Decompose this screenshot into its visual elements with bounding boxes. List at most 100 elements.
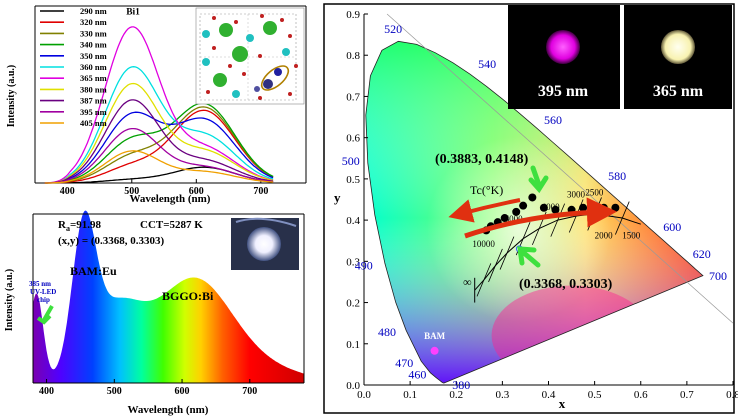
- bam-peak-label: BAM:Eu: [70, 264, 117, 278]
- atom: [288, 92, 292, 96]
- legend-label: 405 nm: [80, 118, 107, 128]
- x-tick-label: 500: [124, 186, 139, 197]
- y-tick-label: 0.5: [346, 174, 360, 186]
- cct-label: 1500: [622, 231, 641, 241]
- x-tick-label: 0.3: [496, 389, 510, 401]
- cie-locus-outline: [365, 40, 704, 384]
- emission-curve-365nm: [44, 26, 274, 184]
- y-tick-label: 0.2: [346, 298, 360, 310]
- atom: [206, 90, 210, 94]
- photo-395nm: 395 nm: [508, 5, 620, 109]
- y-tick-label: 0.1: [346, 339, 360, 351]
- x-tick-label: 0.4: [542, 389, 556, 401]
- panel-b-y-label: Intensity (a.u.): [4, 269, 15, 332]
- cct-label: 3000: [567, 189, 586, 199]
- wavelength-label: 520: [384, 22, 402, 36]
- wavelength-label: 600: [663, 220, 681, 234]
- y-tick-label: 0.6: [346, 133, 360, 145]
- annotation-coordinates-2: (0.3368, 0.3303): [519, 277, 613, 292]
- panel-b-x-label: Wavelength (nm): [128, 404, 209, 416]
- isotherm-line: [488, 248, 503, 283]
- wavelength-label: 700: [709, 269, 727, 283]
- wavelength-label: 560: [544, 113, 562, 127]
- cie-ticks: 0.0 0.1 0.2 0.3 0.4 0.5 0.6 0.7 0.8 0.0 0.1 0.2 0.3 0…: [346, 9, 738, 401]
- red-arrow-left: [448, 198, 521, 223]
- x-tick-label: 0.5: [588, 389, 602, 401]
- legend-label: 380 nm: [80, 84, 107, 94]
- panel-a-x-label: Wavelength (nm): [130, 193, 211, 205]
- cct-label: ∞: [463, 275, 472, 289]
- emission-curve-340nm: [44, 102, 274, 184]
- atom: [213, 73, 227, 87]
- bam-point: [430, 346, 439, 355]
- x-tick-label: 400: [60, 186, 75, 197]
- emission-curve-387nm: [44, 99, 274, 184]
- isotherm-line: [499, 236, 515, 270]
- legend-label: 360 nm: [80, 62, 107, 72]
- legend-label: 387 nm: [80, 96, 107, 106]
- emission-curve-380nm: [44, 82, 274, 184]
- x-tick-label: 600: [175, 386, 190, 397]
- atom: [282, 48, 290, 56]
- emission-curve-320nm: [44, 109, 274, 184]
- atom: [212, 46, 216, 50]
- y-tick-label: 0.8: [346, 50, 360, 62]
- x-tick-label: 0.6: [634, 389, 648, 401]
- x-tick-label: 700: [253, 186, 268, 197]
- arrow-to-point-2: [517, 246, 541, 268]
- atom: [219, 23, 233, 37]
- panel-a-x-ticks: 400 500 600 700: [60, 179, 268, 197]
- tc-label: Tc(°K): [470, 183, 503, 197]
- isotherm-line: [476, 263, 492, 297]
- atom: [280, 18, 284, 22]
- emission-curve-405nm: [44, 150, 274, 184]
- wavelength-label: 490: [355, 258, 373, 272]
- data-point: [539, 203, 548, 212]
- excitation-emission-panel: 400 500 600 700 Wavelength (nm) Intensity (…: [0, 0, 315, 205]
- y-tick-label: 0.0: [346, 380, 360, 392]
- isotherm-line: [615, 201, 630, 235]
- y-tick-label: 0.3: [346, 256, 360, 268]
- wavelength-label: 380: [452, 378, 470, 392]
- photo-365nm: 365 nm: [624, 5, 732, 109]
- bam-point-label: BAM: [424, 331, 446, 341]
- chip-label-2: UV-LED: [30, 288, 56, 296]
- cie-diagram-panel: 0.0 0.1 0.2 0.3 0.4 0.5 0.6 0.7 0.8 0.0 0.1 0.2 0.3 0…: [321, 0, 738, 417]
- panel-a-y-label: Intensity (a.u.): [6, 65, 17, 128]
- wavelength-label: 470: [395, 356, 413, 370]
- x-tick-label: 0.2: [449, 389, 463, 401]
- x-tick-label: 0.1: [403, 389, 417, 401]
- y-tick-label: 0.4: [346, 215, 360, 227]
- atom: [202, 30, 210, 38]
- cie-x-label: x: [559, 396, 566, 411]
- data-point: [519, 201, 528, 210]
- atom: [246, 34, 254, 42]
- cie-frame: [323, 3, 735, 414]
- chip-label-3: chip: [37, 296, 50, 304]
- x-tick-label: 0.7: [680, 389, 694, 401]
- red-arrow-right: [464, 197, 617, 239]
- emission-curve-330nm: [44, 106, 274, 184]
- atom: [212, 16, 216, 20]
- data-point: [611, 203, 620, 212]
- x-tick-label: 400: [39, 386, 54, 397]
- chip-label-1: 385 nm: [29, 280, 51, 288]
- legend-label: 340 nm: [80, 40, 107, 50]
- atom: [228, 64, 232, 68]
- legend-label: 395 nm: [80, 107, 107, 117]
- arrow-to-point-1: [528, 165, 549, 194]
- atom: [234, 20, 238, 24]
- atom: [263, 21, 277, 35]
- panel-b-axes: [32, 213, 305, 384]
- wavelength-label: 580: [608, 169, 626, 183]
- x-tick-label: 700: [242, 386, 257, 397]
- panel-a-curves: [44, 26, 274, 184]
- emission-curve-360nm: [44, 66, 274, 184]
- wavelength-label: 500: [342, 154, 360, 168]
- spectrum-fill: [33, 210, 304, 383]
- cct-label: 6000: [505, 214, 524, 224]
- isotherm-line: [550, 203, 566, 237]
- xy-coordinates: (x,y) = (0.3368, 0.3303): [58, 235, 165, 247]
